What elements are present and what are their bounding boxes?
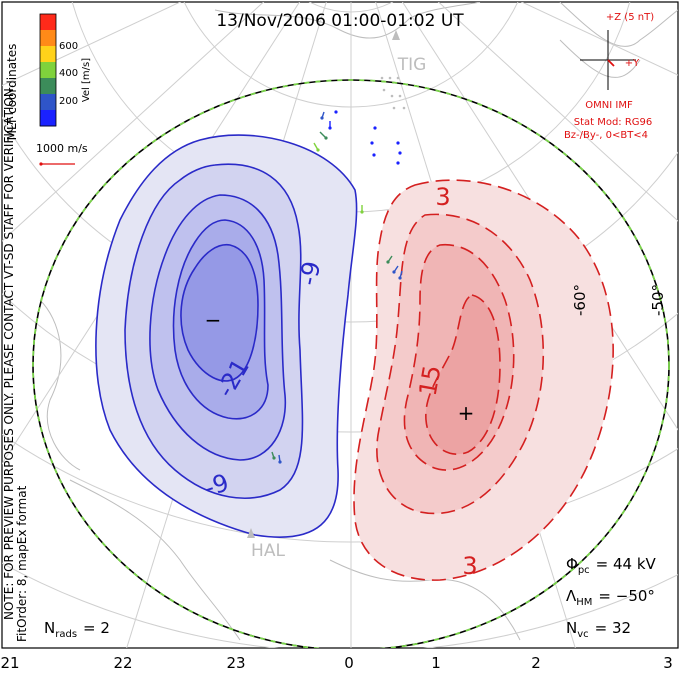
imf-model-line1: Stat Mod: RG96 [574, 117, 653, 128]
positive-potential-cell [353, 179, 614, 581]
hm-boundary-latitude: ΛHM = −50° [566, 587, 655, 608]
fit-statistics: Φpc = 44 kV ΛHM = −50° Nvc = 32 Nrads = 2 [44, 555, 657, 640]
preview-note: NOTE: FOR PREVIEW PURPOSES ONLY. PLEASE … [2, 84, 16, 620]
vector-dot [386, 255, 393, 264]
potential-minimum-marker: − [205, 308, 222, 332]
vector-dot [320, 111, 325, 120]
latitude-label-60: -60° [571, 284, 589, 316]
station-marker-tig [392, 30, 400, 40]
mlt-tick-3: 3 [663, 654, 673, 672]
vector-dot [392, 265, 399, 274]
vector-dot [328, 121, 332, 130]
heppner-maynard-boundary [32, 79, 670, 648]
fit-order-note: FitOrder: 8, mapEx format [15, 485, 29, 642]
mlt-tick-1: 1 [431, 654, 441, 672]
colorbar-cell [40, 46, 56, 63]
colorbar-tick-400: 400 [59, 68, 78, 79]
vector-dot [278, 454, 282, 464]
colorbar-tick-200: 200 [59, 96, 78, 107]
vector-scale-arrow [39, 162, 75, 166]
colorbar-cell [40, 78, 56, 95]
colorbar-tick-600: 600 [59, 41, 78, 52]
colorbar-label: Vel [m/s] [81, 58, 92, 102]
colorbar-cell [40, 110, 56, 127]
vector-dot [398, 151, 402, 155]
contour-label-pos3-bottom: 3 [462, 552, 477, 580]
contour-label-neg9-right: -9 [294, 259, 326, 288]
imf-title: OMNI IMF [585, 100, 633, 111]
mlt-tick-0: 0 [344, 654, 354, 672]
vector-dot [396, 161, 400, 165]
vector-dot [313, 142, 320, 152]
mlt-tick-23: 23 [226, 654, 245, 672]
potential-maximum-marker: + [458, 401, 475, 425]
station-dots [380, 76, 406, 110]
vector-count: Nvc = 32 [566, 619, 631, 640]
velocity-colorbar: 600 400 200 Vel [m/s] [39, 13, 92, 127]
colorbar-cell [40, 30, 56, 47]
vector-dot [372, 153, 376, 157]
vector-scale-label: 1000 m/s [36, 142, 88, 155]
contour-label-pos15: 15 [414, 363, 447, 398]
mlt-tick-22: 22 [113, 654, 132, 672]
vector-dot [398, 270, 403, 280]
vector-dot [396, 141, 400, 145]
map-title: 13/Nov/2006 01:00-01:02 UT [216, 11, 464, 31]
imf-y-label: +Y [625, 58, 640, 69]
velocity-vectors [271, 110, 403, 464]
radar-count: Nrads = 2 [44, 619, 110, 640]
imf-z-label: +Z (5 nT) [606, 12, 654, 23]
mlt-tick-21: 21 [0, 654, 19, 672]
vector-dot [319, 131, 328, 140]
colorbar-cell [40, 62, 56, 79]
colorbar-cell [40, 14, 56, 31]
latitude-label-50: -50° [649, 284, 667, 316]
vector-dot [271, 451, 276, 460]
mlt-axis: 21 22 23 0 1 2 3 [0, 654, 672, 672]
coordinates-label: MLT coordinates [5, 44, 19, 141]
vector-dot [370, 141, 374, 145]
vector-dot [360, 205, 364, 214]
station-label-hal: HAL [251, 541, 285, 561]
cross-polar-potential: Φpc = 44 kV [566, 555, 657, 576]
station-label-tig: TIG [397, 55, 427, 75]
contour-label-pos3-top: 3 [435, 183, 450, 211]
vector-dot [334, 110, 338, 114]
negative-potential-cell [95, 134, 358, 538]
colorbar-cell [40, 94, 56, 111]
station-marker-hal [247, 528, 255, 538]
imf-model-line2: Bz-/By-, 0<BT<4 [564, 130, 648, 141]
vector-dot [373, 126, 377, 130]
mlt-tick-2: 2 [531, 654, 541, 672]
imf-clock: +Z (5 nT) +Y OMNI IMF Stat Mod: RG96 Bz-… [564, 12, 654, 141]
